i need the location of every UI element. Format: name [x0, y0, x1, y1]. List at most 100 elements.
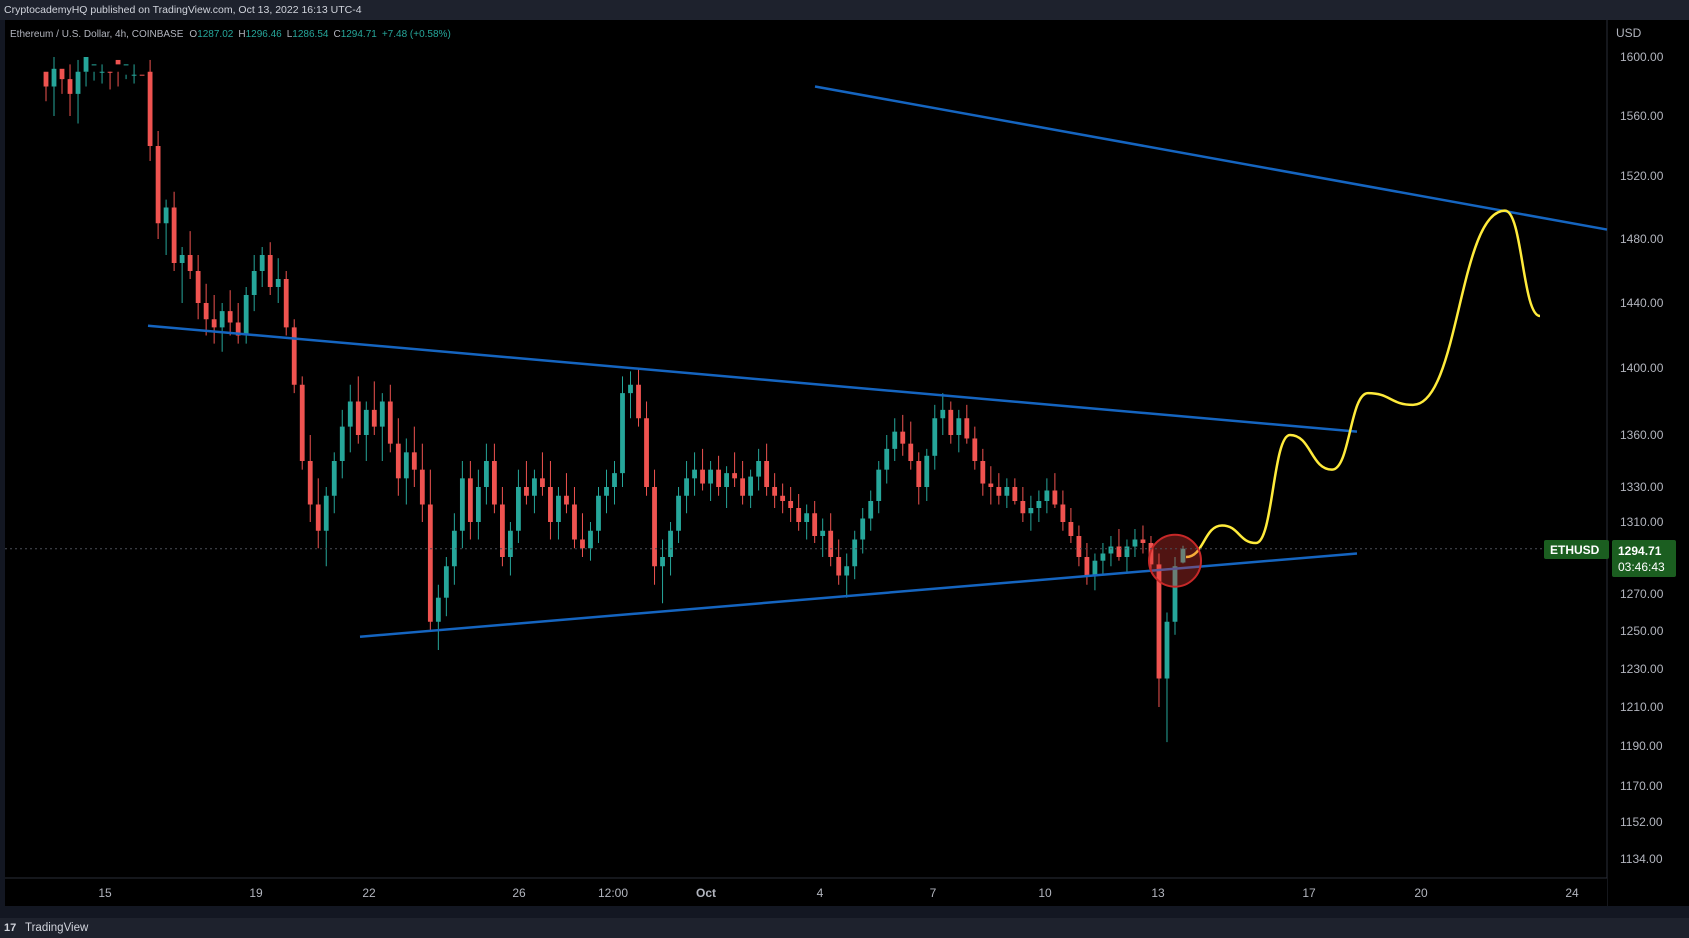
candle-body [435, 597, 441, 622]
price-axis[interactable] [1607, 20, 1689, 906]
x-axis-ticks: 15 19 22 26 12:00 Oct 4 7 10 13 17 20 24 [98, 886, 1579, 900]
candle [884, 435, 890, 484]
y-tick-label: 1210.00 [1620, 700, 1664, 714]
candle [483, 443, 489, 505]
candle-body [636, 384, 641, 419]
candle-body [868, 501, 874, 519]
candle-body [612, 473, 617, 487]
candle-body [564, 495, 569, 505]
candle-body [1164, 621, 1170, 679]
candle [139, 74, 145, 76]
candle [676, 487, 681, 543]
candle-body [732, 473, 738, 479]
candle-body [411, 452, 417, 470]
x-tick-label: 24 [1565, 886, 1579, 900]
candle-body [1084, 557, 1090, 576]
candle-body [956, 418, 962, 435]
candle-body [972, 438, 978, 461]
candle-body [163, 207, 169, 224]
candle-body [540, 478, 545, 487]
candle-body [772, 487, 778, 496]
candle [219, 303, 225, 352]
candle-body [580, 539, 585, 549]
candle-body [491, 461, 497, 505]
y-tick-label: 1230.00 [1620, 662, 1664, 676]
candle [267, 242, 273, 295]
candle [812, 501, 818, 543]
candle [916, 452, 922, 505]
candle [363, 401, 369, 461]
candle-body [756, 461, 762, 477]
candle [724, 466, 730, 508]
y-tick-label: 1560.00 [1620, 109, 1664, 123]
candle [652, 469, 657, 585]
candles-layer [43, 57, 1186, 743]
time-axis[interactable] [5, 878, 1607, 906]
symbol-badge-bg [1544, 540, 1609, 559]
candle-body [139, 74, 145, 76]
candle-body [1012, 487, 1018, 501]
candle [1148, 536, 1154, 572]
tradingview-logo-icon: 17 [4, 922, 17, 934]
candle [1164, 612, 1170, 743]
candle-body [556, 495, 561, 522]
candle [251, 255, 257, 312]
candle-body [508, 530, 513, 557]
candle [588, 522, 593, 561]
candle [435, 584, 441, 650]
candle [1132, 529, 1138, 557]
candle-body [195, 271, 201, 303]
legend-symbol: Ethereum / U.S. Dollar, 4h, COINBASE [10, 29, 184, 40]
candle-body [716, 469, 721, 487]
candle-body [676, 495, 681, 531]
y-tick-label: 1600.00 [1620, 50, 1664, 64]
y-tick-label: 1480.00 [1620, 232, 1664, 246]
candle-body [780, 495, 786, 501]
candle-body [516, 487, 521, 531]
price-badge-countdown: 03:46:43 [1618, 560, 1665, 574]
candle [828, 513, 834, 567]
candle-body [836, 557, 842, 576]
candle-body [796, 508, 802, 522]
candle [475, 469, 481, 540]
x-tick-label: 12:00 [598, 886, 628, 900]
candle-body [123, 64, 129, 66]
candle-body [395, 443, 401, 479]
plot-area[interactable] [5, 20, 1607, 906]
candle [315, 478, 321, 549]
candle-body [187, 255, 193, 271]
candle [1124, 539, 1130, 572]
candle-body [652, 487, 657, 567]
candle [259, 247, 265, 287]
candle-body [812, 513, 818, 536]
candle [804, 504, 810, 540]
candle-body [235, 322, 241, 336]
candle [147, 59, 153, 161]
candle-body [740, 478, 746, 496]
candle-body [940, 409, 946, 419]
candle-body [884, 448, 890, 470]
candle-body [467, 478, 473, 522]
candle-body [1092, 560, 1098, 576]
candle [491, 443, 497, 514]
candle [283, 271, 289, 336]
candle [580, 513, 585, 557]
candle [540, 452, 545, 496]
candle [612, 461, 617, 505]
candle [355, 376, 361, 444]
candle-body [291, 327, 297, 385]
candle-body [1140, 539, 1146, 543]
candle-body [996, 487, 1002, 496]
candle [860, 508, 866, 554]
candle [67, 64, 73, 116]
candle [988, 466, 994, 505]
x-tick-label: 4 [817, 886, 824, 900]
candle [900, 414, 906, 456]
candle-body [275, 279, 281, 287]
candle [1116, 529, 1122, 561]
candle [331, 452, 337, 514]
candle-body [203, 303, 209, 320]
y-tick-label: 1152.00 [1620, 815, 1663, 829]
candle [1036, 490, 1042, 522]
